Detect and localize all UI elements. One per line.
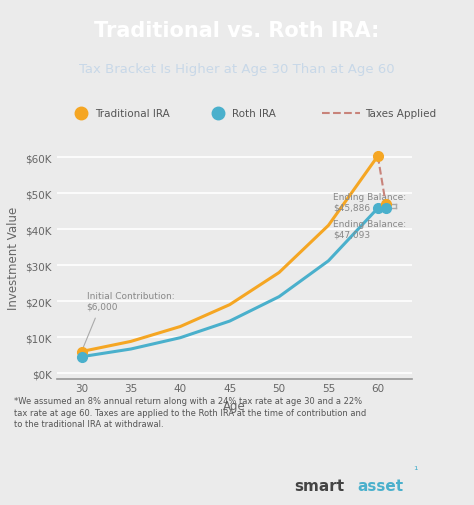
Text: Ending Balance:
$47,093: Ending Balance: $47,093 bbox=[333, 220, 407, 239]
X-axis label: Age: Age bbox=[223, 399, 246, 412]
Y-axis label: Investment Value: Investment Value bbox=[7, 206, 20, 309]
Text: asset: asset bbox=[358, 478, 404, 493]
Text: Traditional IRA: Traditional IRA bbox=[95, 109, 170, 119]
Text: Roth IRA: Roth IRA bbox=[232, 109, 276, 119]
Text: *We assumed an 8% annual return along with a 24% tax rate at age 30 and a 22%
ta: *We assumed an 8% annual return along wi… bbox=[14, 396, 366, 428]
Text: smart: smart bbox=[294, 478, 344, 493]
Text: Tax Bracket Is Higher at Age 30 Than at Age 60: Tax Bracket Is Higher at Age 30 Than at … bbox=[79, 63, 395, 76]
Text: Initial Contribution:
$6,000: Initial Contribution: $6,000 bbox=[86, 291, 174, 311]
Text: Ending Balance:
$45,886: Ending Balance: $45,886 bbox=[333, 193, 407, 213]
Text: Traditional vs. Roth IRA:: Traditional vs. Roth IRA: bbox=[94, 21, 380, 41]
Text: ¹: ¹ bbox=[413, 465, 418, 475]
Text: Taxes Applied: Taxes Applied bbox=[365, 109, 436, 119]
